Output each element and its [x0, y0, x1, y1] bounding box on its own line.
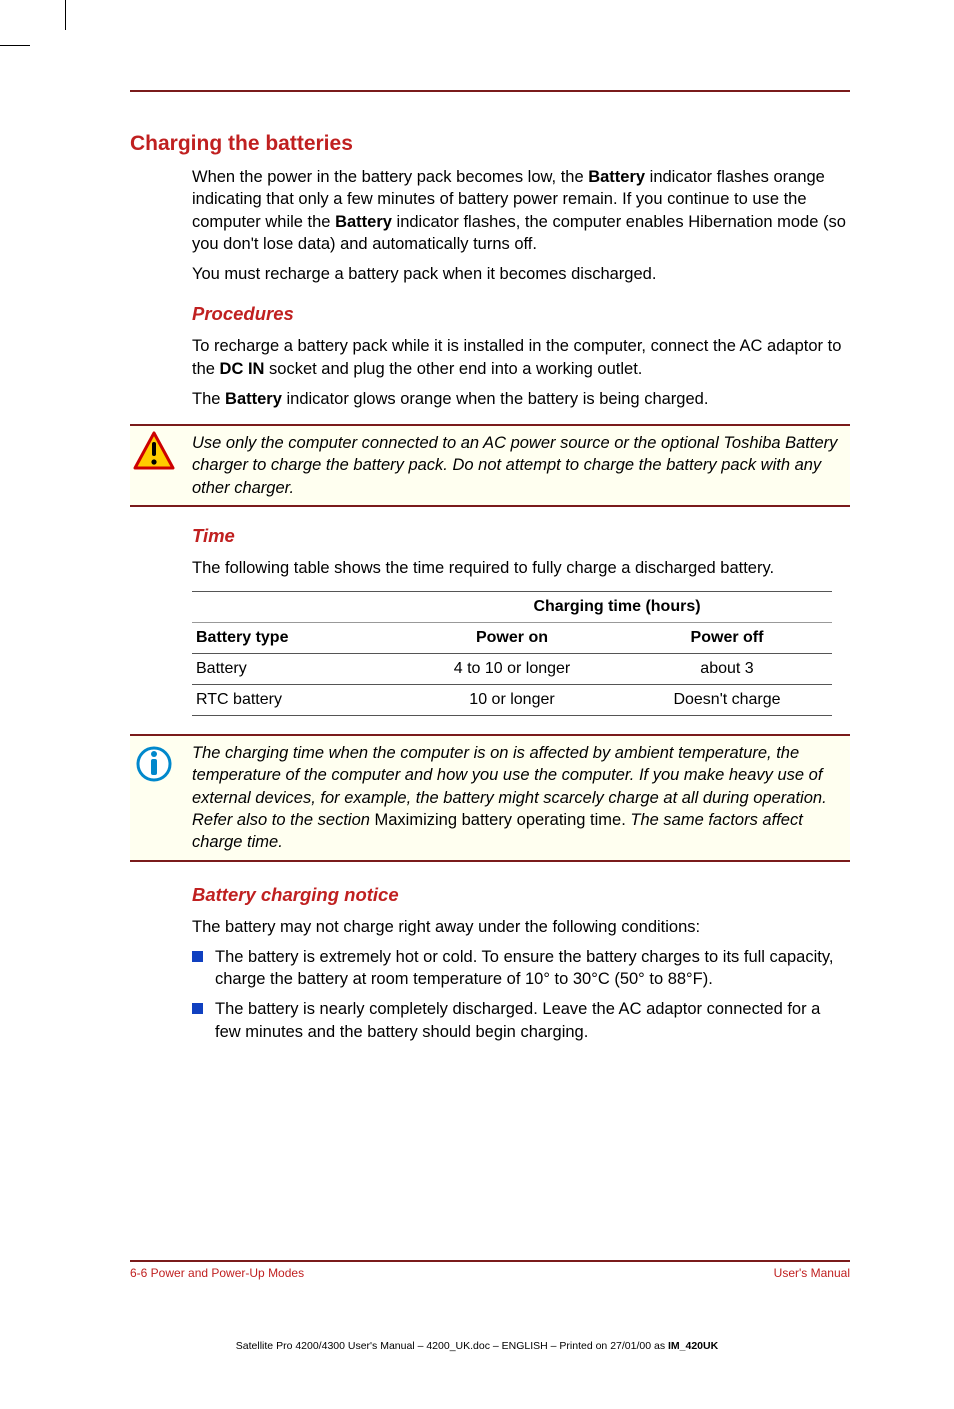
section-heading: Charging the batteries	[130, 132, 850, 156]
crop-mark	[65, 0, 66, 30]
page-content: Charging the batteries When the power in…	[130, 90, 850, 1051]
print-id: IM_420UK	[668, 1340, 718, 1352]
bullet-text: The battery is extremely hot or cold. To…	[215, 946, 850, 991]
warning-text: Use only the computer connected to an AC…	[192, 432, 842, 499]
procedures-paragraph-2: The Battery indicator glows orange when …	[192, 388, 850, 410]
table-row: Battery 4 to 10 or longer about 3	[192, 654, 832, 684]
info-icon	[132, 740, 176, 784]
footer-right: User's Manual	[774, 1266, 850, 1280]
warning-icon	[132, 430, 176, 474]
dc-in-label: DC IN	[220, 360, 265, 378]
list-item: The battery is nearly completely dischar…	[192, 998, 850, 1043]
top-rule	[130, 90, 850, 92]
procedures-paragraph-1: To recharge a battery pack while it is i…	[192, 335, 850, 380]
table-header: Power off	[622, 623, 832, 653]
bullet-text: The battery is nearly completely dischar…	[215, 998, 850, 1043]
table-header: Battery type	[192, 623, 402, 653]
text: socket and plug the other end into a wor…	[264, 360, 642, 378]
battery-label: Battery	[588, 168, 645, 186]
table-cell: 10 or longer	[402, 685, 622, 715]
page-footer: 6-6 Power and Power-Up Modes User's Manu…	[130, 1260, 850, 1280]
table-row: RTC battery 10 or longer Doesn't charge	[192, 685, 832, 715]
footer-left: 6-6 Power and Power-Up Modes	[130, 1266, 304, 1280]
table-header-span: Charging time (hours)	[402, 592, 832, 622]
text: indicator glows orange when the battery …	[282, 390, 709, 408]
print-info-line: Satellite Pro 4200/4300 User's Manual – …	[0, 1340, 954, 1352]
time-heading: Time	[192, 525, 850, 547]
bullet-icon	[192, 951, 203, 962]
battery-label: Battery	[225, 390, 282, 408]
crop-mark	[0, 45, 30, 46]
intro-paragraph-1: When the power in the battery pack becom…	[192, 166, 850, 255]
info-callout: The charging time when the computer is o…	[130, 734, 850, 861]
text: Satellite Pro 4200/4300 User's Manual – …	[236, 1340, 668, 1352]
text-roman: Maximizing battery operating time.	[375, 811, 626, 829]
notice-paragraph: The battery may not charge right away un…	[192, 916, 850, 938]
charging-time-table: Charging time (hours) Battery type Power…	[192, 591, 832, 716]
notice-heading: Battery charging notice	[192, 884, 850, 906]
table-cell	[192, 592, 402, 622]
time-paragraph: The following table shows the time requi…	[192, 557, 850, 579]
battery-label: Battery	[335, 213, 392, 231]
info-text: The charging time when the computer is o…	[192, 742, 842, 853]
table-cell: about 3	[622, 654, 832, 684]
intro-paragraph-2: You must recharge a battery pack when it…	[192, 263, 850, 285]
text: The	[192, 390, 225, 408]
warning-callout: Use only the computer connected to an AC…	[130, 424, 850, 507]
text: When the power in the battery pack becom…	[192, 168, 588, 186]
table-cell: Battery	[192, 654, 402, 684]
bullet-list: The battery is extremely hot or cold. To…	[192, 946, 850, 1043]
table-header: Power on	[402, 623, 622, 653]
table-cell: 4 to 10 or longer	[402, 654, 622, 684]
table-cell: Doesn't charge	[622, 685, 832, 715]
list-item: The battery is extremely hot or cold. To…	[192, 946, 850, 991]
table-cell: RTC battery	[192, 685, 402, 715]
bullet-icon	[192, 1003, 203, 1014]
procedures-heading: Procedures	[192, 303, 850, 325]
